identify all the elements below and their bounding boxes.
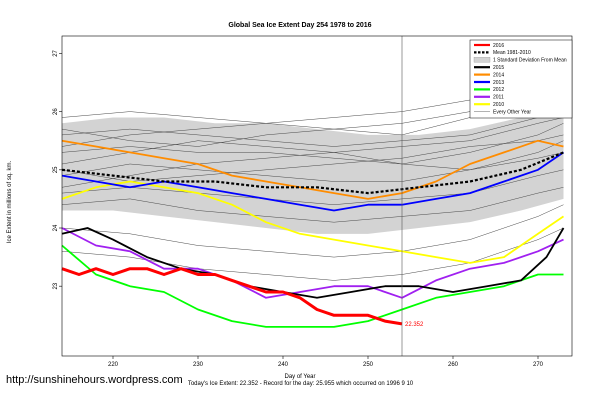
- legend-1-standard-deviation-from-mean-label: 1 Standard Deviation From Mean: [493, 58, 567, 64]
- x-axis: 220 230 240 250 260 270: [108, 356, 544, 368]
- background-years: [61, 59, 564, 281]
- plot-frame: [61, 35, 573, 357]
- x-tick-label-250: 250: [363, 362, 374, 368]
- plot-area: 22.352: [61, 36, 565, 356]
- y-tick-label-26: 26: [53, 108, 59, 115]
- series-line-2013: [61, 151, 565, 212]
- series-line-2015: [61, 227, 565, 299]
- x-axis-label: Day of Year: [284, 374, 315, 380]
- source-credit: http://sunshinehours.wordpress.com: [6, 374, 183, 386]
- series-line-2012: [61, 244, 564, 328]
- background-year-line-4: [61, 169, 564, 205]
- legend-1-standard-deviation-from-mean-swatch: [473, 57, 491, 63]
- legend-2013-label: 2013: [493, 80, 504, 86]
- std-dev-band: [62, 105, 564, 234]
- background-year-line-0: [61, 111, 564, 147]
- series-line-2014: [61, 139, 564, 200]
- y-tick-label-27: 27: [53, 49, 59, 56]
- legend-2010-label: 2010: [493, 102, 504, 108]
- x-tick-label-220: 220: [108, 362, 119, 368]
- legend-2015-label: 2015: [493, 65, 504, 71]
- legend-every-other-year-label: Every Other Year: [493, 109, 531, 115]
- legend-2014-label: 2014: [493, 72, 504, 78]
- y-axis: 23 24 25 26 27: [53, 49, 62, 290]
- background-year-line-12: [61, 140, 564, 188]
- footer-note: Today's Ice Extent: 22.352 - Record for …: [187, 381, 414, 387]
- background-year-line-8: [61, 204, 564, 258]
- latest-value-label: 22.352: [405, 322, 424, 328]
- y-axis-label: Ice Extent in millions of sq. km.: [7, 160, 13, 243]
- x-tick-label-240: 240: [278, 362, 289, 368]
- series-line-2016: [61, 267, 403, 326]
- highlighted-years: [61, 139, 565, 328]
- legend-2012-label: 2012: [493, 87, 504, 93]
- legend-2016-label: 2016: [493, 43, 504, 49]
- legend-2011-label: 2011: [493, 95, 504, 101]
- x-tick-label-260: 260: [448, 362, 459, 368]
- x-tick-label-270: 270: [533, 362, 544, 368]
- background-year-line-3: [61, 152, 564, 182]
- y-tick-label-25: 25: [53, 166, 59, 173]
- series-line-mean-1981-2010: [61, 151, 564, 195]
- chart-title: Global Sea Ice Extent Day 254 1978 to 20…: [228, 22, 371, 29]
- x-tick-label-230: 230: [193, 362, 204, 368]
- legend-mean-1981-2010-label: Mean 1981-2010: [493, 50, 531, 56]
- y-tick-label-24: 24: [53, 224, 59, 231]
- y-tick-label-23: 23: [53, 282, 59, 289]
- series-line-2011: [61, 227, 564, 299]
- background-year-line-7: [61, 187, 564, 223]
- std-dev-area: [62, 105, 564, 234]
- background-year-line-11: [61, 227, 564, 281]
